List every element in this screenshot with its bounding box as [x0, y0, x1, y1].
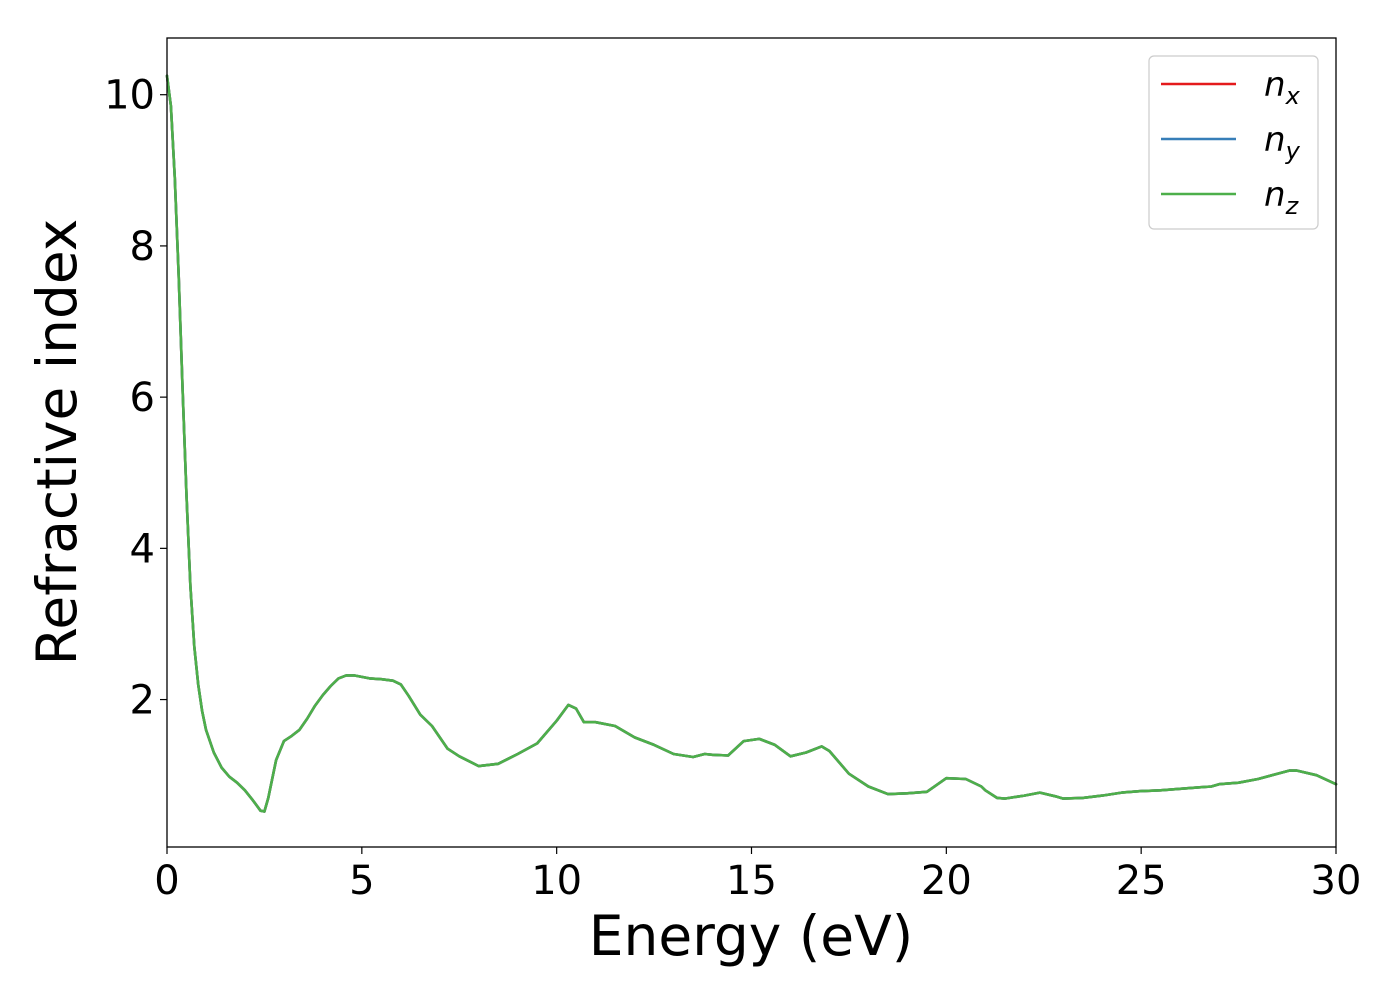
series-line-n_z [165, 74, 1338, 813]
x-tick-label: 0 [154, 858, 179, 904]
x-tick-label: 30 [1311, 858, 1362, 904]
legend-label-subscript: y [1285, 137, 1301, 165]
y-tick-label: 2 [130, 678, 155, 724]
x-tick-label: 5 [349, 858, 374, 904]
series-layer [165, 74, 1338, 813]
y-tick-label: 8 [130, 224, 155, 270]
x-tick-label: 15 [726, 858, 777, 904]
y-tick-label: 10 [104, 73, 155, 119]
legend-label-subscript: z [1285, 192, 1300, 220]
legend-label-subscript: x [1285, 82, 1301, 110]
y-axis-label: Refractive index [25, 219, 89, 666]
plot-area [167, 38, 1336, 847]
y-tick-label: 6 [130, 375, 155, 421]
y-tick-label: 4 [130, 526, 155, 572]
legend-label-n_z: nz [1264, 175, 1300, 220]
x-axis-ticks: 0 5 10 15 20 25 30 [154, 847, 1361, 904]
x-tick-label: 20 [921, 858, 972, 904]
x-tick-label: 25 [1116, 858, 1167, 904]
y-axis-ticks: 2 4 6 8 10 [104, 73, 167, 724]
axes-background [167, 38, 1336, 847]
x-tick-label: 10 [531, 858, 582, 904]
x-axis-label: Energy (eV) [589, 904, 913, 968]
legend-box [1148, 55, 1319, 230]
